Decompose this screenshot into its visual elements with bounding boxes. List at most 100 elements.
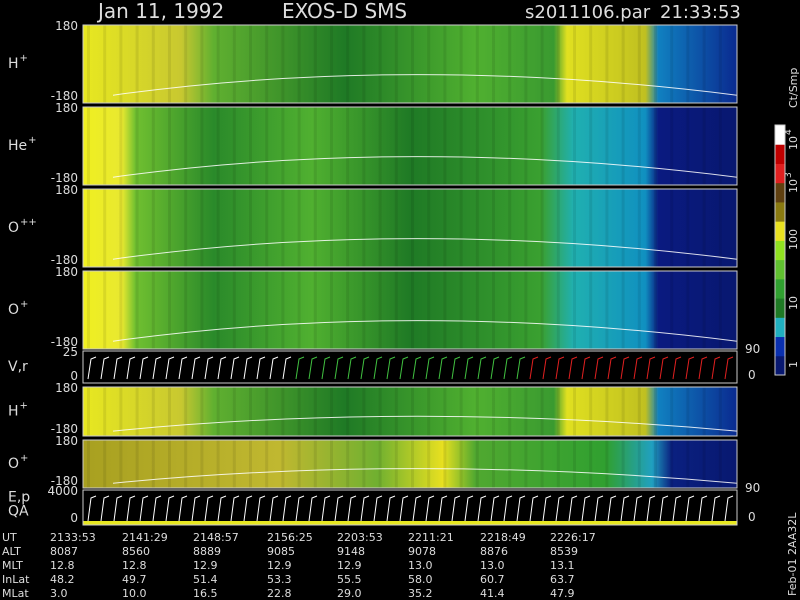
spectrogram-stripe: [119, 387, 123, 436]
spectrogram-stripe: [281, 107, 285, 185]
vector-glyph: [438, 495, 448, 522]
spectrogram-stripe: [475, 440, 479, 488]
spectrogram-stripe: [378, 440, 382, 488]
spectrogram-stripe: [330, 25, 333, 103]
spectrogram-stripe: [216, 25, 220, 103]
spectrogram-stripe: [87, 25, 90, 103]
spectrogram-stripe: [492, 271, 495, 349]
cell: 2226:17: [550, 531, 596, 544]
vector-glyph: [217, 356, 227, 380]
spectrogram-stripe: [119, 271, 123, 349]
vector-glyph: [698, 356, 708, 380]
spectrogram-stripe: [443, 440, 447, 488]
spectrogram-stripe: [184, 25, 188, 103]
spectrogram-stripe: [168, 387, 171, 436]
vector-glyph: [685, 495, 695, 522]
spectrogram-stripe: [556, 271, 560, 349]
vector-glyph: [594, 495, 604, 522]
spectrogram-stripe: [524, 107, 528, 185]
spectrogram-stripe: [281, 440, 285, 488]
spectrogram-stripe: [184, 387, 188, 436]
vector-glyph: [412, 495, 422, 522]
spectrogram-stripe: [573, 440, 576, 488]
colorbar-cell: [775, 182, 785, 203]
cell: 10.0: [122, 587, 147, 600]
spectrogram-stripe: [103, 271, 107, 349]
spectrogram-stripe: [200, 387, 204, 436]
colorbar-cell: [775, 240, 785, 261]
spectrogram-stripe: [540, 440, 544, 488]
spectrogram-stripe: [605, 387, 609, 436]
cell: 12.8: [122, 559, 147, 572]
spectrogram-stripe: [184, 107, 188, 185]
spectrogram-stripe: [297, 271, 301, 349]
spectrogram-stripe: [524, 189, 528, 267]
spectrogram-stripe: [670, 440, 674, 488]
spectrogram-stripe: [151, 25, 155, 103]
vector-glyph: [633, 356, 643, 380]
vector-glyph: [516, 356, 526, 380]
spectrogram-stripe: [654, 25, 657, 103]
spectrogram-stripe: [573, 107, 576, 185]
spectrogram-stripe: [103, 189, 107, 267]
vector-glyph: [490, 356, 500, 380]
axis-right-top: 90: [745, 481, 760, 495]
spectrogram-stripe: [232, 387, 236, 436]
spectrogram-stripe: [184, 271, 188, 349]
vector-glyph: [334, 356, 344, 380]
spectrogram-stripe: [589, 189, 593, 267]
spectrogram-stripe: [135, 387, 139, 436]
spectrogram-stripe: [330, 440, 333, 488]
spectrogram-stripe: [605, 25, 609, 103]
panel-frame: [82, 270, 738, 350]
panel-label-2: QA: [8, 504, 29, 520]
spectrogram-stripe: [508, 440, 512, 488]
spectrogram-stripe: [459, 107, 463, 185]
spectrogram-stripe: [151, 387, 155, 436]
spectrogram-stripe: [411, 440, 414, 488]
colorbar-label: 10: [787, 136, 800, 150]
spectrogram-stripe: [394, 440, 398, 488]
cell: 49.7: [122, 573, 147, 586]
spectrogram-stripe: [200, 25, 204, 103]
spectrogram-stripe: [378, 25, 382, 103]
vector-glyph: [503, 495, 513, 522]
spectrogram-stripe: [589, 387, 593, 436]
cell: 2148:57: [193, 531, 239, 544]
spectrogram-stripe: [87, 440, 90, 488]
spectrogram-stripe: [718, 271, 722, 349]
colorbar-label: 100: [787, 229, 800, 250]
colorbar-cell: [775, 336, 785, 357]
spectrogram-stripe: [135, 25, 139, 103]
vector-glyph: [633, 495, 643, 522]
vector-glyph: [620, 356, 630, 380]
vector-glyph: [100, 495, 110, 522]
spectrogram-stripe: [184, 440, 188, 488]
spectrogram-stripe: [605, 271, 609, 349]
spectrogram-stripe: [702, 107, 706, 185]
spectrogram-stripe: [686, 107, 690, 185]
vector-glyph: [555, 356, 565, 380]
spectrogram-stripe: [427, 440, 431, 488]
spectrogram-stripe: [605, 107, 609, 185]
row-label: MLT: [2, 559, 23, 572]
axis-bottom: -180: [51, 89, 78, 103]
spectrogram-stripe: [508, 271, 512, 349]
spectrogram-stripe: [637, 25, 641, 103]
spectrogram-stripe: [362, 440, 366, 488]
spectrogram-stripe: [87, 107, 90, 185]
panel-frame: [82, 489, 738, 526]
spectrogram-stripe: [135, 440, 139, 488]
vector-glyph: [646, 495, 656, 522]
colorbar-label-exp: 4: [784, 129, 794, 135]
cell: 51.4: [193, 573, 218, 586]
spectrogram-stripe: [313, 107, 317, 185]
vector-glyph: [165, 356, 175, 380]
vector-glyph: [724, 356, 734, 380]
spectrogram-stripe: [654, 189, 657, 267]
panel-label: H: [8, 404, 19, 420]
vector-glyph: [204, 356, 214, 380]
vector-glyph: [620, 495, 630, 522]
spectrogram-stripe: [556, 189, 560, 267]
cell: 12.9: [267, 559, 292, 572]
